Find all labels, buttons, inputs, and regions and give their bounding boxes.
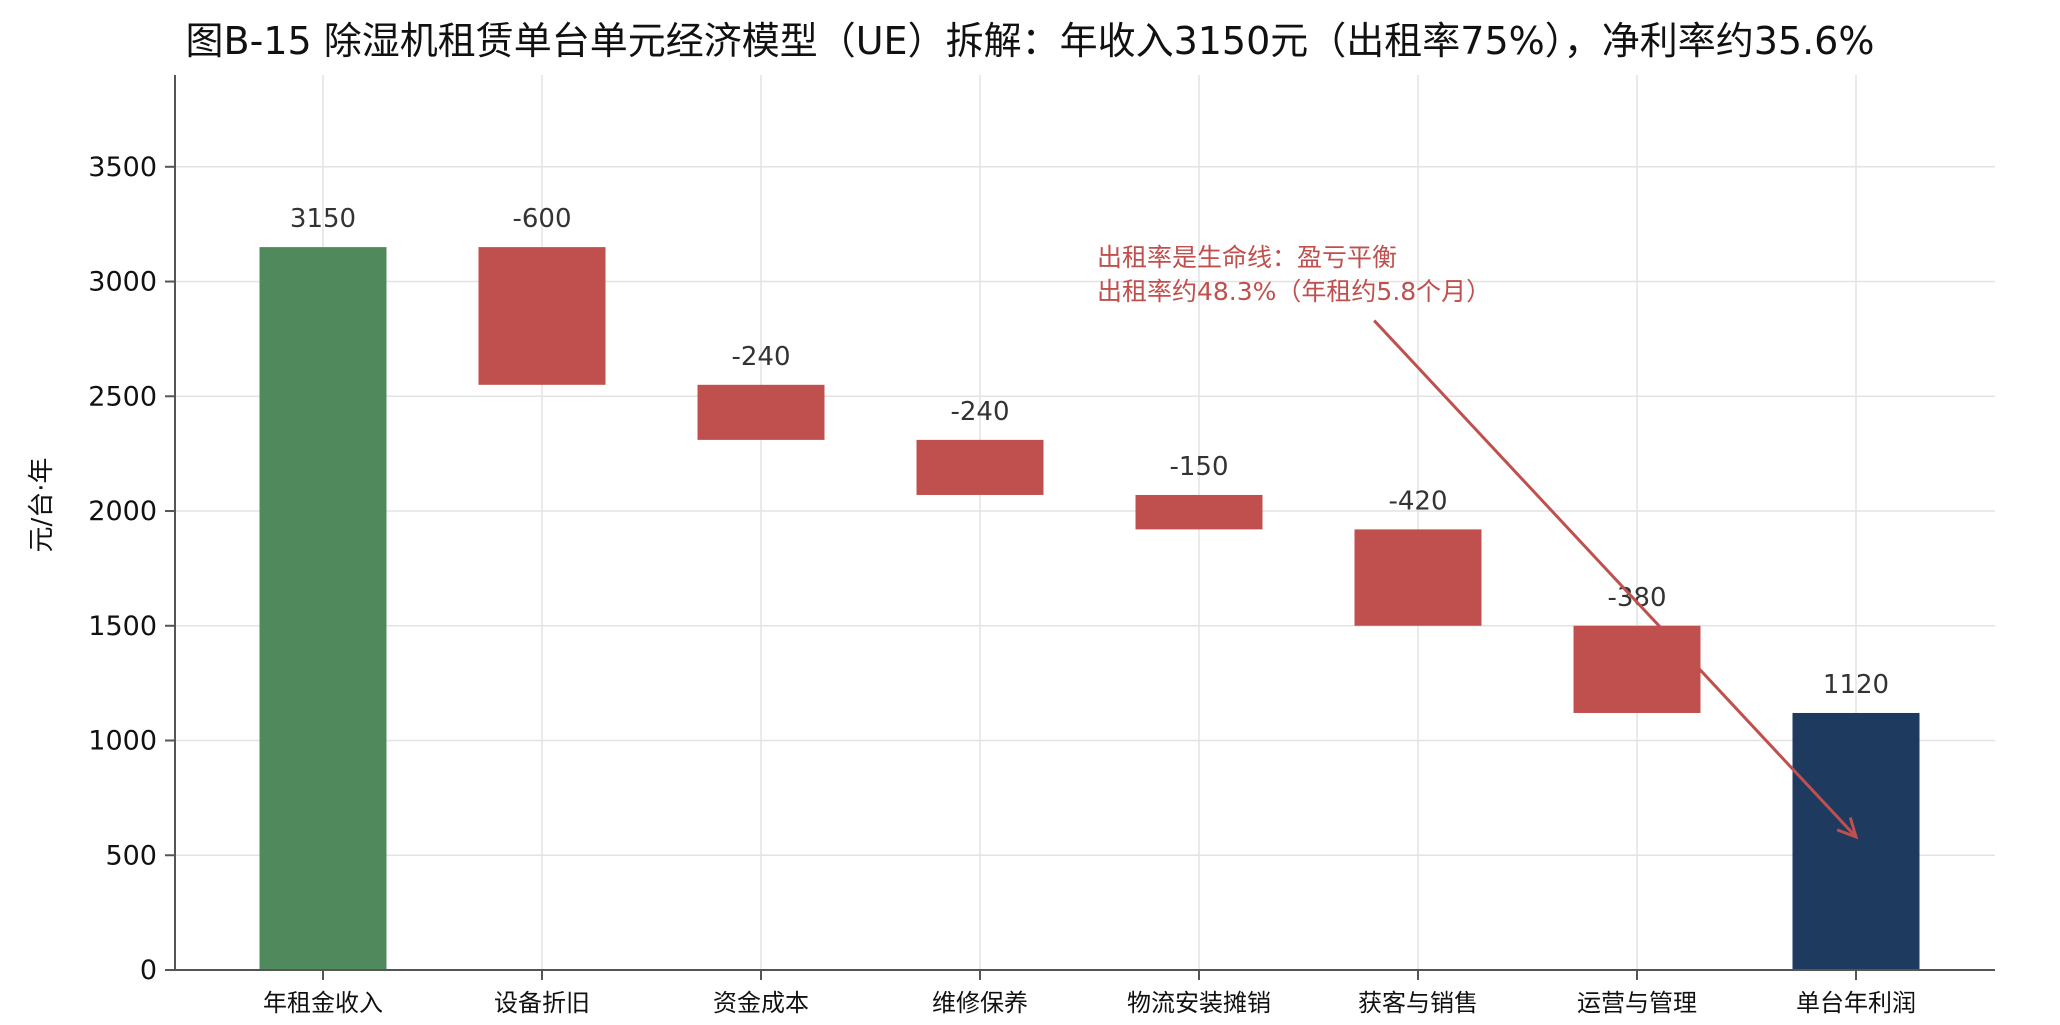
bar-decrease <box>697 384 825 440</box>
data-label: -600 <box>512 204 571 234</box>
y-tick-label: 1500 <box>88 611 157 642</box>
y-axis-label: 元/台·年 <box>27 457 57 552</box>
x-tick-label: 年租金收入 <box>263 989 383 1017</box>
data-label: 1120 <box>1823 670 1889 700</box>
bar-decrease <box>478 247 606 385</box>
axes: 0 500 1000 1500 2000 2500 3000 3500 年租金收入 设备折旧 资金成… <box>88 75 1995 1017</box>
annotation-text: 出租率约48.3%（年租约5.8个月） <box>1097 277 1491 306</box>
x-tick-label: 维修保养 <box>932 989 1028 1017</box>
data-label: -420 <box>1388 486 1447 516</box>
x-tick-label: 物流安装摊销 <box>1127 989 1271 1017</box>
x-tick-label: 资金成本 <box>713 989 809 1017</box>
x-tick-label: 单台年利润 <box>1796 989 1916 1017</box>
y-tick-label: 0 <box>140 955 157 986</box>
bar-decrease <box>1354 529 1482 626</box>
data-label: -240 <box>950 397 1009 427</box>
y-tick-label: 3000 <box>88 267 157 298</box>
annotation-arrow-line <box>1373 319 1858 838</box>
data-label: -240 <box>731 342 790 372</box>
bar-decrease <box>1573 625 1701 713</box>
bars <box>259 247 1920 971</box>
data-label: -150 <box>1169 452 1228 482</box>
bar-total <box>259 247 387 971</box>
x-tick-label: 获客与销售 <box>1358 989 1478 1017</box>
bar-decrease <box>916 439 1044 495</box>
data-labels: 3150 -600 -240 -240 -150 -420 -380 1120 <box>290 204 1889 700</box>
x-tick-label: 设备折旧 <box>494 989 590 1017</box>
y-tick-label: 500 <box>105 840 157 871</box>
bar-result <box>1792 712 1920 970</box>
y-tick-label: 3500 <box>88 152 157 183</box>
y-tick-label: 2500 <box>88 381 157 412</box>
chart-title: 图B-15 除湿机租赁单台单元经济模型（UE）拆解：年收入3150元（出租率75… <box>186 19 1875 63</box>
data-label: 3150 <box>290 204 356 234</box>
annotation-text: 出租率是生命线：盈亏平衡 <box>1097 243 1397 272</box>
x-tick-label: 运营与管理 <box>1577 989 1697 1017</box>
y-tick-label: 2000 <box>88 496 157 527</box>
bar-decrease <box>1135 494 1263 530</box>
y-tick-label: 1000 <box>88 726 157 757</box>
data-label: -380 <box>1607 583 1666 613</box>
annotation-arrow-head <box>1836 817 1859 840</box>
grid-lines <box>175 75 1995 971</box>
